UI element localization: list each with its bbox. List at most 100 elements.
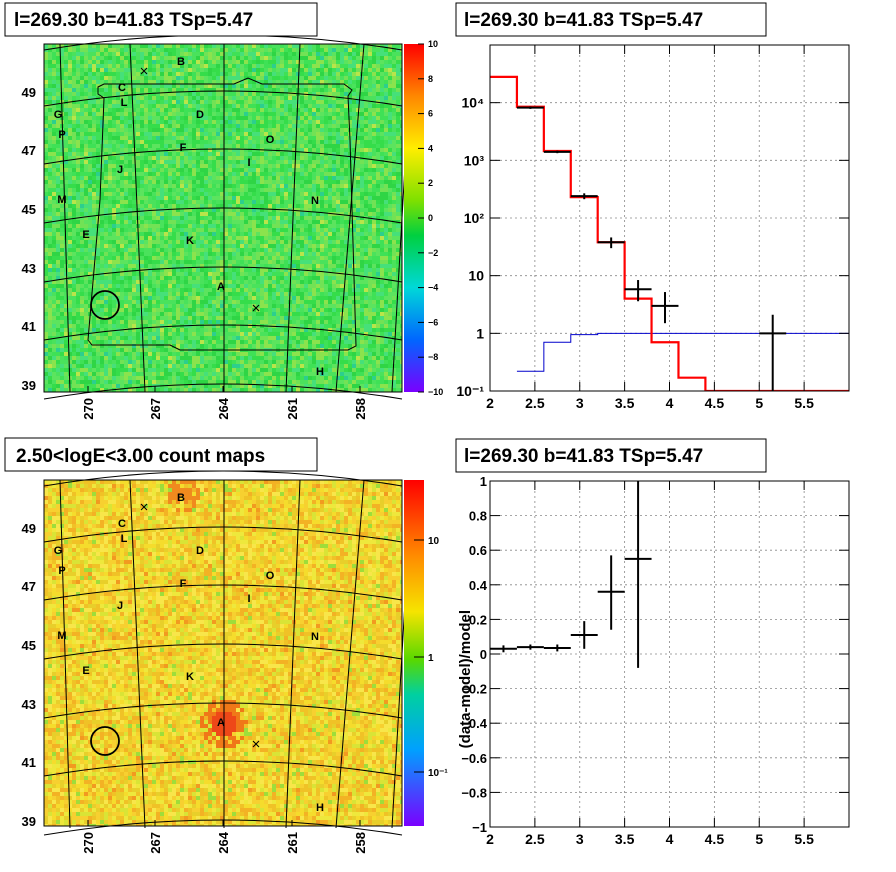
y-tick-label: 1 [480,474,487,489]
source-label: K [186,671,194,683]
source-label: H [316,366,324,378]
source-label: B [177,56,185,68]
colorbar-tick-label: 6 [428,109,433,119]
data-point [759,314,787,391]
source-label: K [186,235,194,247]
x-tick-label: 2.5 [525,831,545,847]
source-label: H [316,802,324,814]
colorbar-tick-label: −4 [428,283,438,293]
y-tick-label: −0.2 [461,682,487,697]
data-point [543,150,571,154]
plot-axes: 2 2.5 3 3.5 4 4.5 5 5.5 10⁻¹ 1 10 10² 10³ 10⁴ [456,45,849,411]
source-label: G [54,109,63,121]
y-tick-label: 0.4 [469,578,488,593]
y-tick-label: 10 [468,268,484,284]
roi-outline [87,77,357,351]
plot-grid [490,45,849,391]
source-label: L [121,533,128,545]
source-cross [140,67,148,75]
y-tick-label: 0.6 [469,543,487,558]
source-label: C [118,82,126,94]
y-tick-label: −0.8 [461,785,487,800]
colorbar-ticks: 10 1 10⁻¹ [414,536,448,779]
source-cross [140,503,148,511]
source-labels: B CL G D P O F I J M N E K A H [54,492,324,814]
y-tick-label: 10² [464,210,485,226]
residual-map [44,44,402,392]
source-label: A [217,281,225,293]
coordinate-grid [43,470,413,836]
source-label: N [311,195,319,207]
x-tick-label: 264 [216,397,231,419]
background-model-line [516,332,849,372]
source-label: N [311,631,319,643]
colorbar-tick-label: −8 [428,352,438,362]
source-label: C [118,518,126,530]
colorbar-tick-label: 10 [428,39,438,49]
source-label: I [247,593,250,605]
map-axes: 49 47 45 43 41 39 270 267 264 261 258 [22,85,368,420]
panel-title: l=269.30 b=41.83 TSp=5.47 [14,10,253,31]
y-tick-label: −0.6 [461,751,487,766]
y-tick-label: 39 [22,814,36,829]
x-tick-label: 5.5 [794,395,814,411]
colorbar-tick-label: 4 [428,143,433,153]
residual-point [543,644,571,652]
x-tick-label: 3.5 [615,831,635,847]
source-label: G [54,545,63,557]
source-cross [252,304,260,312]
source-label: O [266,134,275,146]
x-tick-label: 3 [576,395,584,411]
y-tick-label: 43 [22,261,36,276]
residual-point [570,621,598,649]
y-tick-label: 1 [476,325,484,341]
colorbar-tick-label: −6 [428,317,438,327]
x-tick-label: 261 [285,398,300,420]
colorbar-tick-label: 10⁻¹ [428,768,448,779]
colorbar-tick-label: −2 [428,248,438,258]
y-tick-label: 45 [22,202,36,217]
data-point [516,106,544,109]
x-tick-label: 2.5 [525,395,545,411]
plot-axes: 2 2.5 3 3.5 4 4.5 5 5.5 −1 −0.8 −0.6 −0.4 −0.2 0 0.2 0.… [461,474,849,847]
x-tick-label: 5 [755,395,763,411]
x-tick-label: 267 [148,832,163,854]
y-tick-label: 10⁴ [462,95,485,111]
x-tick-label: 3 [576,831,584,847]
y-tick-label: 43 [22,697,36,712]
y-tick-label: 45 [22,638,36,653]
residual-point [597,555,625,630]
y-tick-label: 49 [22,521,36,536]
data-point [651,292,679,324]
target-circle [90,290,120,320]
title-box [4,2,318,37]
source-label: M [57,194,66,206]
source-label: D [196,109,204,121]
y-tick-label: 47 [22,579,36,594]
title-box [455,438,767,473]
panel-bottom-right: 2 2.5 3 3.5 4 4.5 5 5.5 −1 −0.8 −0.6 −0.4 −0.2 0 0.2 0.… [455,438,850,847]
source-label: L [121,97,128,109]
data-point [570,193,598,200]
panel-bottom-left: B CL G D P O F I J M N E K A H 10 1 10⁻¹ 49 47 45 43 41 39 270… [4,437,448,854]
x-tick-label: 267 [148,398,163,420]
colorbar-tick-label: 8 [428,74,433,84]
y-tick-label: 39 [22,378,36,393]
x-tick-label: 2 [486,831,494,847]
x-tick-label: 4 [666,395,674,411]
source-label: M [57,630,66,642]
colorbar-tick-label: 1 [428,653,434,664]
source-label: E [82,229,89,241]
colorbar [404,44,424,392]
panel-top-left: B CL G D P O F I J M N E K A H 10 8 6 4 2 0 −2 −4 −6 −8 −10 49 47… [4,2,443,420]
y-tick-label: 10³ [464,152,485,168]
source-labels: B CL G D P O F I J M N E K A H [54,56,324,378]
panel-top-right: 2 2.5 3 3.5 4 4.5 5 5.5 10⁻¹ 1 10 10² 10³ 10⁴ l=269.3… [455,2,850,411]
residual-plot [490,481,652,668]
y-tick-label: 47 [22,143,36,158]
residual-point [516,644,544,650]
x-tick-label: 3.5 [615,395,635,411]
y-tick-label: 0.2 [469,612,487,627]
panel-title: l=269.30 b=41.83 TSp=5.47 [464,10,703,31]
x-tick-label: 258 [353,398,368,420]
